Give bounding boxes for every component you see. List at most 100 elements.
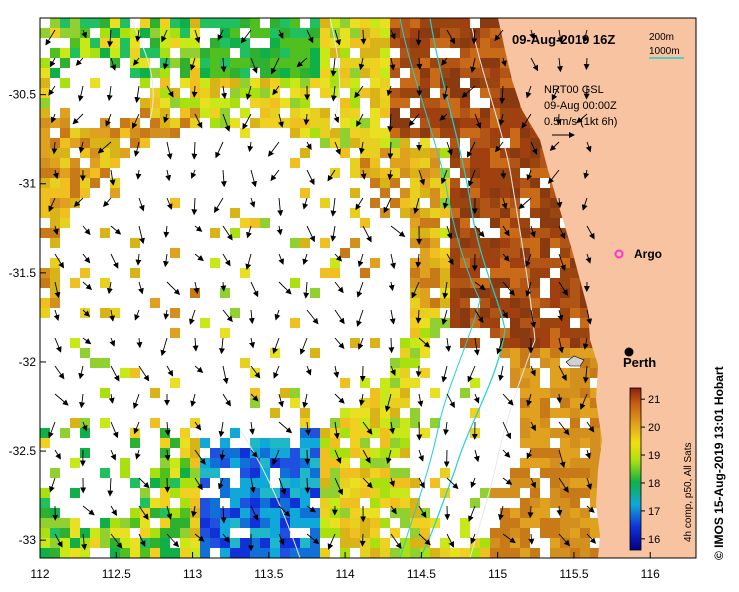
sst-cell (470, 288, 480, 298)
current-arrow (194, 421, 202, 431)
sst-cell (450, 88, 460, 98)
current-arrow (441, 309, 448, 326)
sst-cell (420, 328, 430, 338)
sst-cell (590, 458, 600, 468)
sst-cell (430, 268, 440, 278)
sst-cell (300, 58, 310, 68)
sst-cell (370, 508, 380, 518)
sst-cell (400, 518, 410, 528)
sst-cell (430, 218, 440, 228)
sst-cell (570, 478, 580, 488)
sst-cell (200, 468, 210, 478)
sst-cell (40, 208, 50, 218)
sst-cell (190, 508, 200, 518)
current-arrow (138, 533, 146, 547)
sst-cell (450, 28, 460, 38)
sst-cell (380, 418, 390, 428)
sst-cell (220, 68, 230, 78)
sst-cell (150, 528, 160, 538)
sst-cell (320, 128, 330, 138)
current-arrow (82, 225, 91, 236)
sst-cell (320, 28, 330, 38)
current-arrow (219, 337, 225, 355)
current-arrow (582, 337, 589, 350)
sst-cell (380, 88, 390, 98)
sst-cell (320, 118, 330, 128)
sst-cell (380, 498, 390, 508)
current-arrow (558, 365, 567, 381)
sst-cell (390, 448, 400, 458)
sst-cell (520, 478, 530, 488)
sst-cell (450, 78, 460, 88)
sst-cell (370, 518, 380, 528)
current-arrow (54, 253, 65, 269)
sst-cell (300, 188, 310, 198)
sst-cell (320, 548, 330, 558)
sst-cell (320, 68, 330, 78)
current-arrow (164, 477, 171, 493)
sst-cell (480, 28, 490, 38)
sst-cell (510, 108, 520, 118)
sst-cell (440, 58, 450, 68)
sst-cell (230, 18, 240, 28)
current-arrow (525, 281, 532, 297)
current-arrow (48, 197, 56, 213)
sst-cell (400, 48, 410, 58)
sst-cell (100, 418, 110, 428)
sst-cell (300, 48, 310, 58)
sst-cell (400, 418, 410, 428)
sst-cell (420, 298, 430, 308)
sst-cell (480, 258, 490, 268)
sst-cell (380, 18, 390, 28)
sst-cell (320, 458, 330, 468)
current-arrow (499, 85, 506, 105)
sst-cell (430, 128, 440, 138)
sst-cell (360, 418, 370, 428)
sst-cell (70, 188, 80, 198)
sst-cell (550, 338, 560, 348)
sst-cell (190, 28, 200, 38)
current-arrow (502, 225, 510, 237)
current-arrow (278, 253, 284, 265)
current-arrow (386, 85, 393, 97)
current-arrow (558, 337, 564, 354)
sst-cell (360, 118, 370, 128)
sst-cell (340, 148, 350, 158)
sst-cell (430, 328, 440, 338)
sst-cell (530, 378, 540, 388)
current-arrow (194, 253, 204, 262)
sst-cell (170, 98, 180, 108)
sst-cell (550, 488, 560, 498)
sst-cell (310, 458, 320, 468)
sst-cell (400, 468, 410, 478)
sst-cell (510, 148, 520, 158)
sst-cell (400, 358, 410, 368)
sst-cell (440, 538, 450, 548)
y-axis: -30.5-31-31.5-32-32.5-33 (9, 88, 46, 547)
sst-cell (440, 488, 450, 498)
sst-cell (240, 358, 250, 368)
perth-marker (624, 347, 634, 357)
sst-cell (400, 128, 410, 138)
current-arrow (306, 533, 320, 545)
sst-cell (40, 278, 50, 288)
sst-cell (290, 128, 300, 138)
sst-cell (130, 28, 140, 38)
sst-cell (290, 98, 300, 108)
sst-cell (200, 88, 210, 98)
sst-cell (490, 248, 500, 258)
current-arrow (390, 505, 397, 515)
sst-cell (470, 108, 480, 118)
sst-cell (420, 368, 430, 378)
sst-cell (340, 538, 350, 548)
sst-cell (430, 98, 440, 108)
sst-cell (410, 268, 420, 278)
sst-cell (370, 428, 380, 438)
sst-cell (150, 418, 160, 428)
current-arrow (362, 225, 372, 243)
sst-cell (510, 178, 520, 188)
sst-cell (300, 408, 310, 418)
sst-cell (520, 398, 530, 408)
current-arrow (272, 449, 280, 466)
sst-cell (520, 338, 530, 348)
